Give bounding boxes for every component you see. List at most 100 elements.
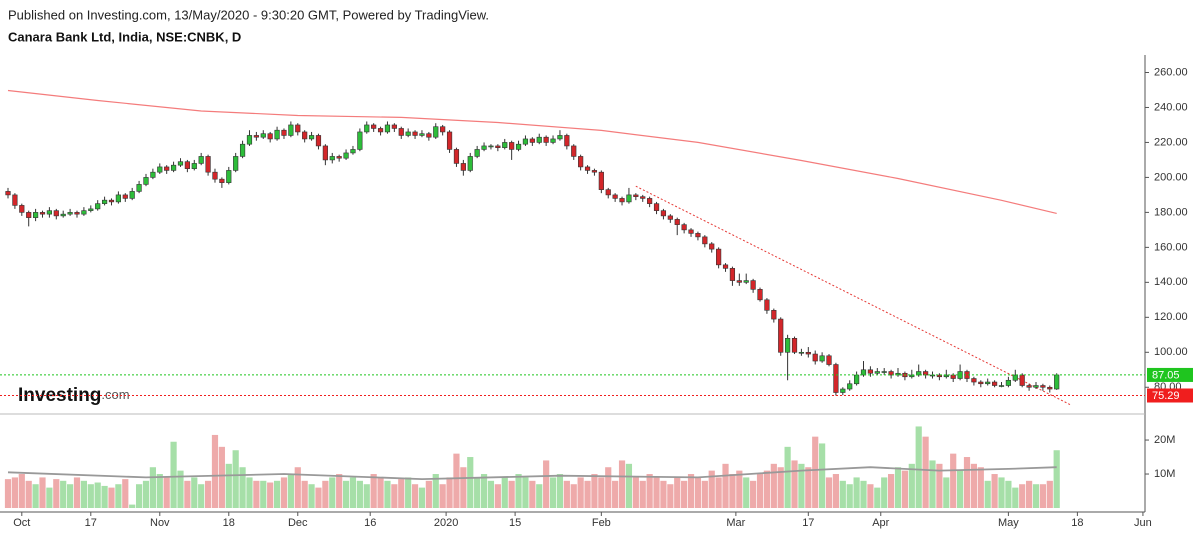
candle-body [81, 210, 87, 215]
volume-bar [853, 477, 860, 508]
volume-bar [970, 463, 977, 508]
volume-bar [94, 482, 101, 508]
volume-bar [53, 479, 60, 508]
candle-body [357, 131, 363, 150]
volume-bar [32, 484, 39, 508]
volume-bar [805, 467, 812, 508]
candle-body [184, 161, 190, 169]
candle-body [874, 371, 880, 374]
candle-body [764, 299, 770, 311]
volume-bar [87, 484, 94, 508]
candle-body [998, 385, 1005, 387]
volume-bar [963, 457, 971, 508]
volume-bar [487, 480, 495, 508]
volume-bar [874, 487, 881, 508]
candle-body [426, 133, 432, 138]
candle-body [633, 194, 639, 197]
candle-body [219, 178, 225, 183]
volume-bar [536, 484, 543, 508]
candle-body [509, 142, 515, 150]
candle-body [371, 124, 377, 129]
candle-body [971, 378, 977, 383]
volume-bar [349, 477, 357, 508]
x-tick-label: May [998, 517, 1019, 529]
x-tick-label: 16 [364, 517, 376, 529]
volume-bar [515, 474, 522, 508]
candle-body [205, 156, 211, 173]
volume-bar [467, 457, 474, 508]
volume-bar [46, 487, 53, 508]
candle-body [991, 381, 998, 386]
volume-bar [453, 453, 460, 508]
x-tick-label: Feb [592, 517, 611, 529]
candle-body [550, 138, 556, 143]
volume-bar [908, 463, 915, 508]
candle-body [398, 128, 404, 136]
candle-body [722, 264, 729, 269]
candle-body [488, 145, 494, 148]
volume-bar [832, 474, 840, 508]
volume-bar [398, 479, 405, 508]
volume-bar [301, 480, 308, 508]
volume-bar [798, 463, 805, 508]
candle-body [805, 351, 811, 355]
candle-body [895, 372, 901, 376]
candle-body [791, 338, 798, 353]
volume-bar [839, 480, 846, 508]
volume-bar [812, 436, 819, 508]
volume-bar [1039, 484, 1046, 508]
x-tick-label: Nov [150, 517, 170, 529]
volume-bar [11, 477, 19, 508]
x-tick-label: Mar [726, 517, 745, 529]
candle-body [122, 194, 128, 199]
candle-body [826, 355, 832, 365]
candle-body [529, 138, 535, 143]
volume-bar [25, 480, 32, 508]
candle-body [578, 156, 584, 168]
candle-body [840, 388, 846, 393]
volume-bar [1046, 480, 1053, 508]
x-tick-label: 2020 [434, 517, 458, 529]
volume-bar [391, 484, 398, 508]
volume-bar [287, 474, 294, 508]
volume-bar [405, 477, 412, 508]
candle-body [191, 163, 197, 169]
candle-body [515, 143, 522, 150]
volume-bar [1053, 450, 1060, 508]
candle-body [584, 166, 591, 171]
volume-bar [936, 463, 943, 508]
candle-body [129, 191, 135, 199]
volume-bar [460, 467, 467, 508]
candle-body [605, 189, 611, 196]
candle-body [143, 177, 149, 185]
volume-bar [329, 477, 336, 508]
last-price-label: 87.05 [1152, 369, 1180, 381]
candle-body [909, 374, 915, 378]
volume-bar [687, 474, 695, 508]
candle-body [343, 152, 349, 159]
volume-bar [474, 477, 481, 508]
volume-bar [294, 467, 301, 508]
volume-bar [957, 470, 964, 508]
volume-bar [446, 477, 453, 508]
volume-bar [280, 477, 288, 508]
volume-bar [991, 474, 998, 508]
volume-bar [18, 474, 25, 508]
candle-body [308, 135, 315, 140]
candle-body [88, 208, 94, 211]
candle-body [985, 381, 991, 385]
candle-body [212, 171, 218, 180]
volume-bar [618, 460, 626, 508]
volume-bar [791, 460, 798, 508]
candle-body [481, 145, 487, 150]
candle-body [467, 156, 473, 171]
candle-body [74, 212, 80, 215]
candle-body [108, 199, 115, 203]
candle-body [522, 138, 529, 145]
candle-body [943, 374, 949, 378]
candle-body [67, 212, 73, 215]
volume-bar [66, 484, 74, 508]
volume-bar [1019, 484, 1026, 508]
candle-body [260, 133, 266, 138]
candle-body [640, 196, 646, 199]
